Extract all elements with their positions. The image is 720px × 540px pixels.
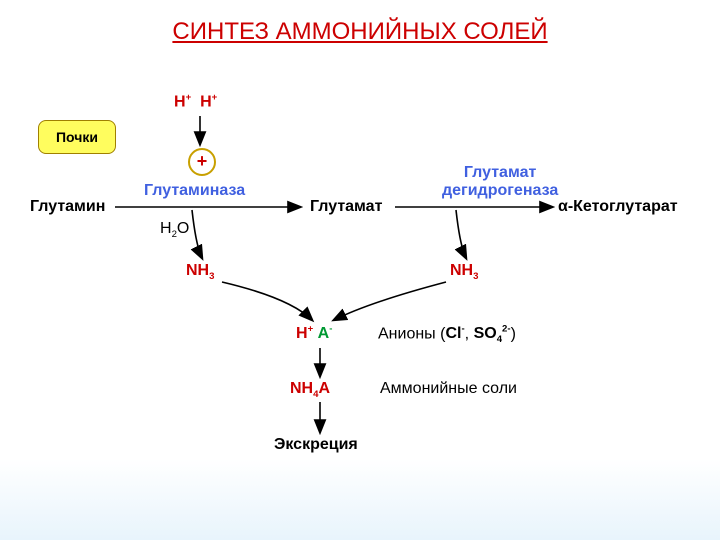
arrows-layer [0,0,720,540]
arrow-nh3-left-to-center [222,282,312,320]
arrow-nh3-branch-left [192,210,202,258]
arrow-nh3-branch-right [456,210,466,258]
diagram-stage: СИНТЕЗ АММОНИЙНЫХ СОЛЕЙ Почки H+ H+ + Гл… [0,0,720,540]
arrow-nh3-right-to-center [334,282,446,320]
